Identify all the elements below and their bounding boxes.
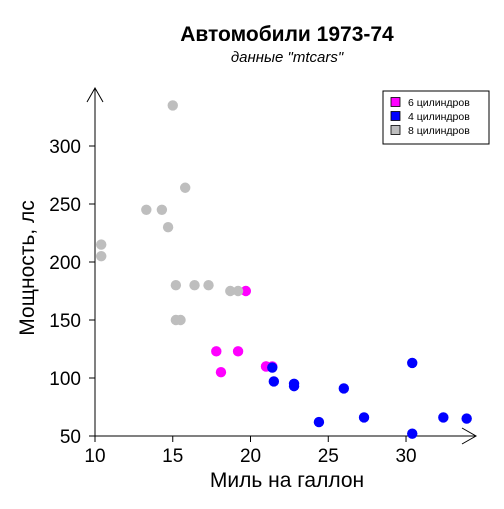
data-point [225, 285, 236, 297]
y-tick-label: 100 [49, 369, 81, 390]
x-axis-arrowhead [461, 427, 478, 445]
data-point [461, 413, 472, 424]
chart-title: Автомобили 1973-74 [180, 23, 394, 46]
x-axis-title: Миль на галлон [210, 469, 364, 492]
data-point [167, 100, 178, 111]
data-point [170, 314, 182, 326]
data-point [288, 378, 300, 389]
x-tick-label: 10 [84, 446, 105, 467]
data-point [96, 251, 107, 262]
y-tick-label: 250 [49, 195, 81, 216]
chart-subtitle: данные "mtcars" [231, 49, 344, 66]
data-point [338, 383, 350, 394]
legend-swatch [390, 97, 401, 107]
y-axis-title: Мощность, лс [16, 200, 39, 335]
data-point [407, 357, 418, 369]
data-point [156, 204, 168, 215]
data-point [407, 428, 418, 439]
legend-label: 8 цилиндров [408, 125, 470, 137]
y-axis-arrowhead [86, 86, 104, 103]
data-point [267, 362, 278, 373]
data-point [358, 412, 370, 423]
data-point [96, 239, 107, 250]
x-ticks: 10 15 20 25 30 [84, 436, 417, 467]
data-point [189, 280, 200, 291]
legend-swatch [390, 125, 401, 135]
x-tick-label: 25 [318, 446, 339, 467]
legend-label: 6 цилиндров [408, 97, 470, 109]
data-point [268, 376, 280, 387]
data-point [141, 204, 152, 215]
data-point [162, 222, 174, 233]
y-tick-label: 50 [60, 427, 81, 448]
data-point [313, 416, 325, 428]
data-point [240, 285, 252, 297]
y-tick-label: 300 [49, 137, 81, 158]
data-point [170, 280, 182, 291]
legend: 6 цилиндров 4 цилиндров 8 цилиндров [382, 90, 490, 145]
x-tick-label: 30 [395, 446, 416, 467]
data-point [232, 346, 244, 357]
data-point [438, 412, 449, 423]
y-ticks: 50 100 150 200 250 300 [49, 137, 95, 448]
legend-label: 4 цилиндров [408, 111, 470, 123]
data-point [215, 367, 227, 378]
data-point [203, 280, 214, 291]
legend-box [382, 90, 490, 145]
y-tick-label: 150 [49, 311, 81, 332]
data-point [179, 182, 191, 193]
legend-swatch [390, 111, 401, 121]
x-tick-label: 15 [162, 446, 183, 467]
x-tick-label: 20 [240, 446, 261, 467]
data-point [232, 285, 244, 297]
y-tick-label: 200 [49, 253, 81, 274]
data-points [96, 100, 472, 439]
data-point [211, 346, 222, 357]
